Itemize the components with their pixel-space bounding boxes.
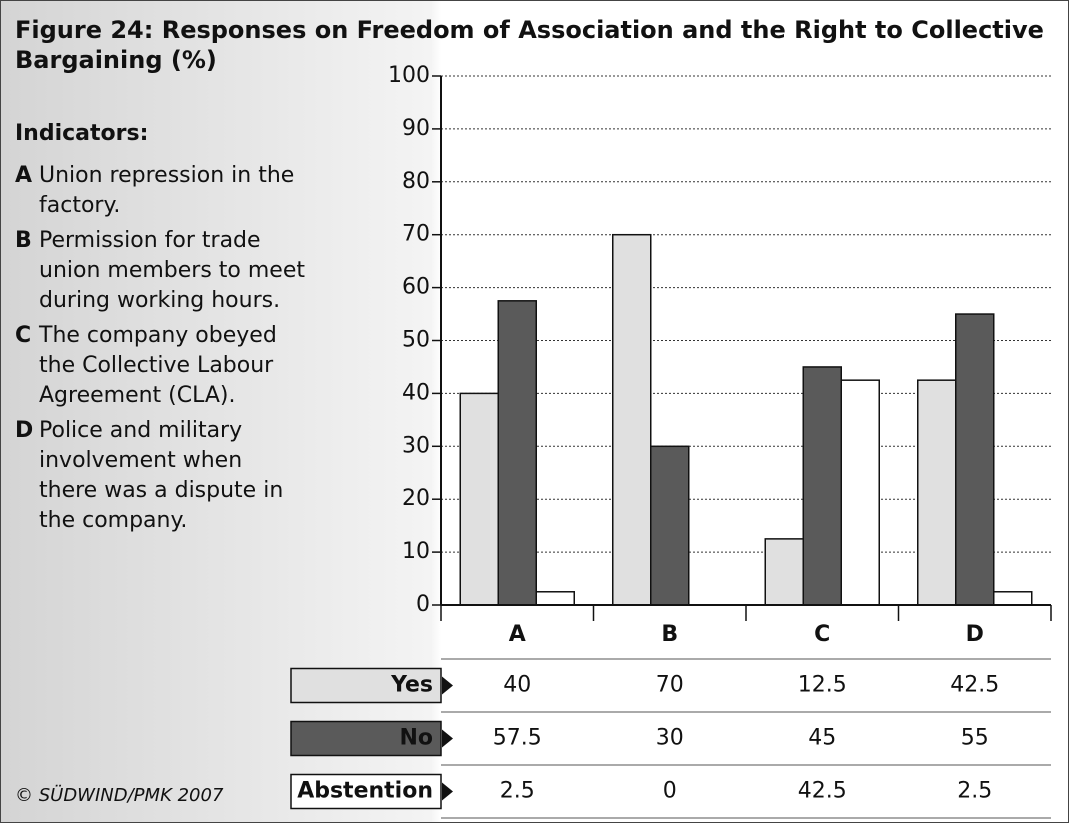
legend-label: No <box>399 726 433 751</box>
x-tick-label: B <box>661 622 678 647</box>
indicator-text: Union repression in the factory. <box>39 163 295 218</box>
bar <box>764 538 804 606</box>
table-value: 2.5 <box>957 779 992 804</box>
y-tick-label: 10 <box>402 539 430 564</box>
legend-label: Yes <box>390 673 433 698</box>
table-value: 45 <box>808 726 836 751</box>
table-value: 2.5 <box>500 779 535 804</box>
legend-arrow <box>442 676 453 695</box>
bar <box>612 233 652 606</box>
y-tick-label: 80 <box>402 169 430 194</box>
indicator-text: The company obeyed the Collective Labour… <box>39 323 277 408</box>
x-tick-label: C <box>814 622 830 647</box>
legend-arrow <box>442 782 453 801</box>
table-value: 42.5 <box>950 673 999 698</box>
bar <box>993 591 1033 606</box>
bar <box>802 366 842 606</box>
y-tick-label: 70 <box>402 222 430 247</box>
legend-arrow <box>442 729 453 748</box>
table-value: 70 <box>656 673 684 698</box>
bar <box>955 313 995 606</box>
bar <box>917 379 957 606</box>
indicator: D Police and military involvement when th… <box>15 416 305 536</box>
table-value: 42.5 <box>798 779 847 804</box>
bar <box>840 379 880 606</box>
bar <box>650 445 690 606</box>
indicators: Indicators: A Union repression in the fac… <box>15 119 305 541</box>
legend-swatch <box>290 773 442 810</box>
table-value: 12.5 <box>798 673 847 698</box>
indicator: A Union repression in the factory. <box>15 161 305 221</box>
y-tick-label: 20 <box>402 486 430 511</box>
table-value: 30 <box>656 726 684 751</box>
y-tick-label: 90 <box>402 116 430 141</box>
y-tick-label: 30 <box>402 433 430 458</box>
indicator: C The company obeyed the Collective Labou… <box>15 321 305 411</box>
bar <box>535 591 575 606</box>
chart-title: Figure 24: Responses on Freedom of Assoc… <box>15 16 1044 74</box>
y-tick-label: 60 <box>402 275 430 300</box>
copyright: © SÜDWIND/PMK 2007 <box>15 785 224 806</box>
bar <box>497 300 537 606</box>
indicator-letter: D <box>15 418 34 443</box>
y-tick-label: 0 <box>416 592 430 617</box>
x-tick-label: D <box>966 622 984 647</box>
legend-swatch <box>290 720 442 757</box>
indicator-text: Police and military involvement when the… <box>39 418 284 533</box>
indicator: B Permission for trade union members to m… <box>15 226 305 316</box>
indicator-letter: A <box>15 163 33 188</box>
indicators-heading: Indicators: <box>15 121 149 146</box>
table-value: 55 <box>961 726 989 751</box>
indicator-letter: C <box>15 323 32 348</box>
indicator-text: Permission for trade union members to me… <box>39 228 305 313</box>
table-value: 0 <box>663 779 677 804</box>
legend-label: Abstention <box>297 779 433 804</box>
x-tick-label: A <box>509 622 526 647</box>
y-tick-label: 40 <box>402 380 430 405</box>
legend-swatch <box>290 667 442 704</box>
y-tick-label: 50 <box>402 328 430 353</box>
bar <box>459 392 499 606</box>
table-value: 57.5 <box>493 726 542 751</box>
table-value: 40 <box>503 673 531 698</box>
indicator-letter: B <box>15 228 32 253</box>
y-tick-label: 100 <box>388 63 430 88</box>
